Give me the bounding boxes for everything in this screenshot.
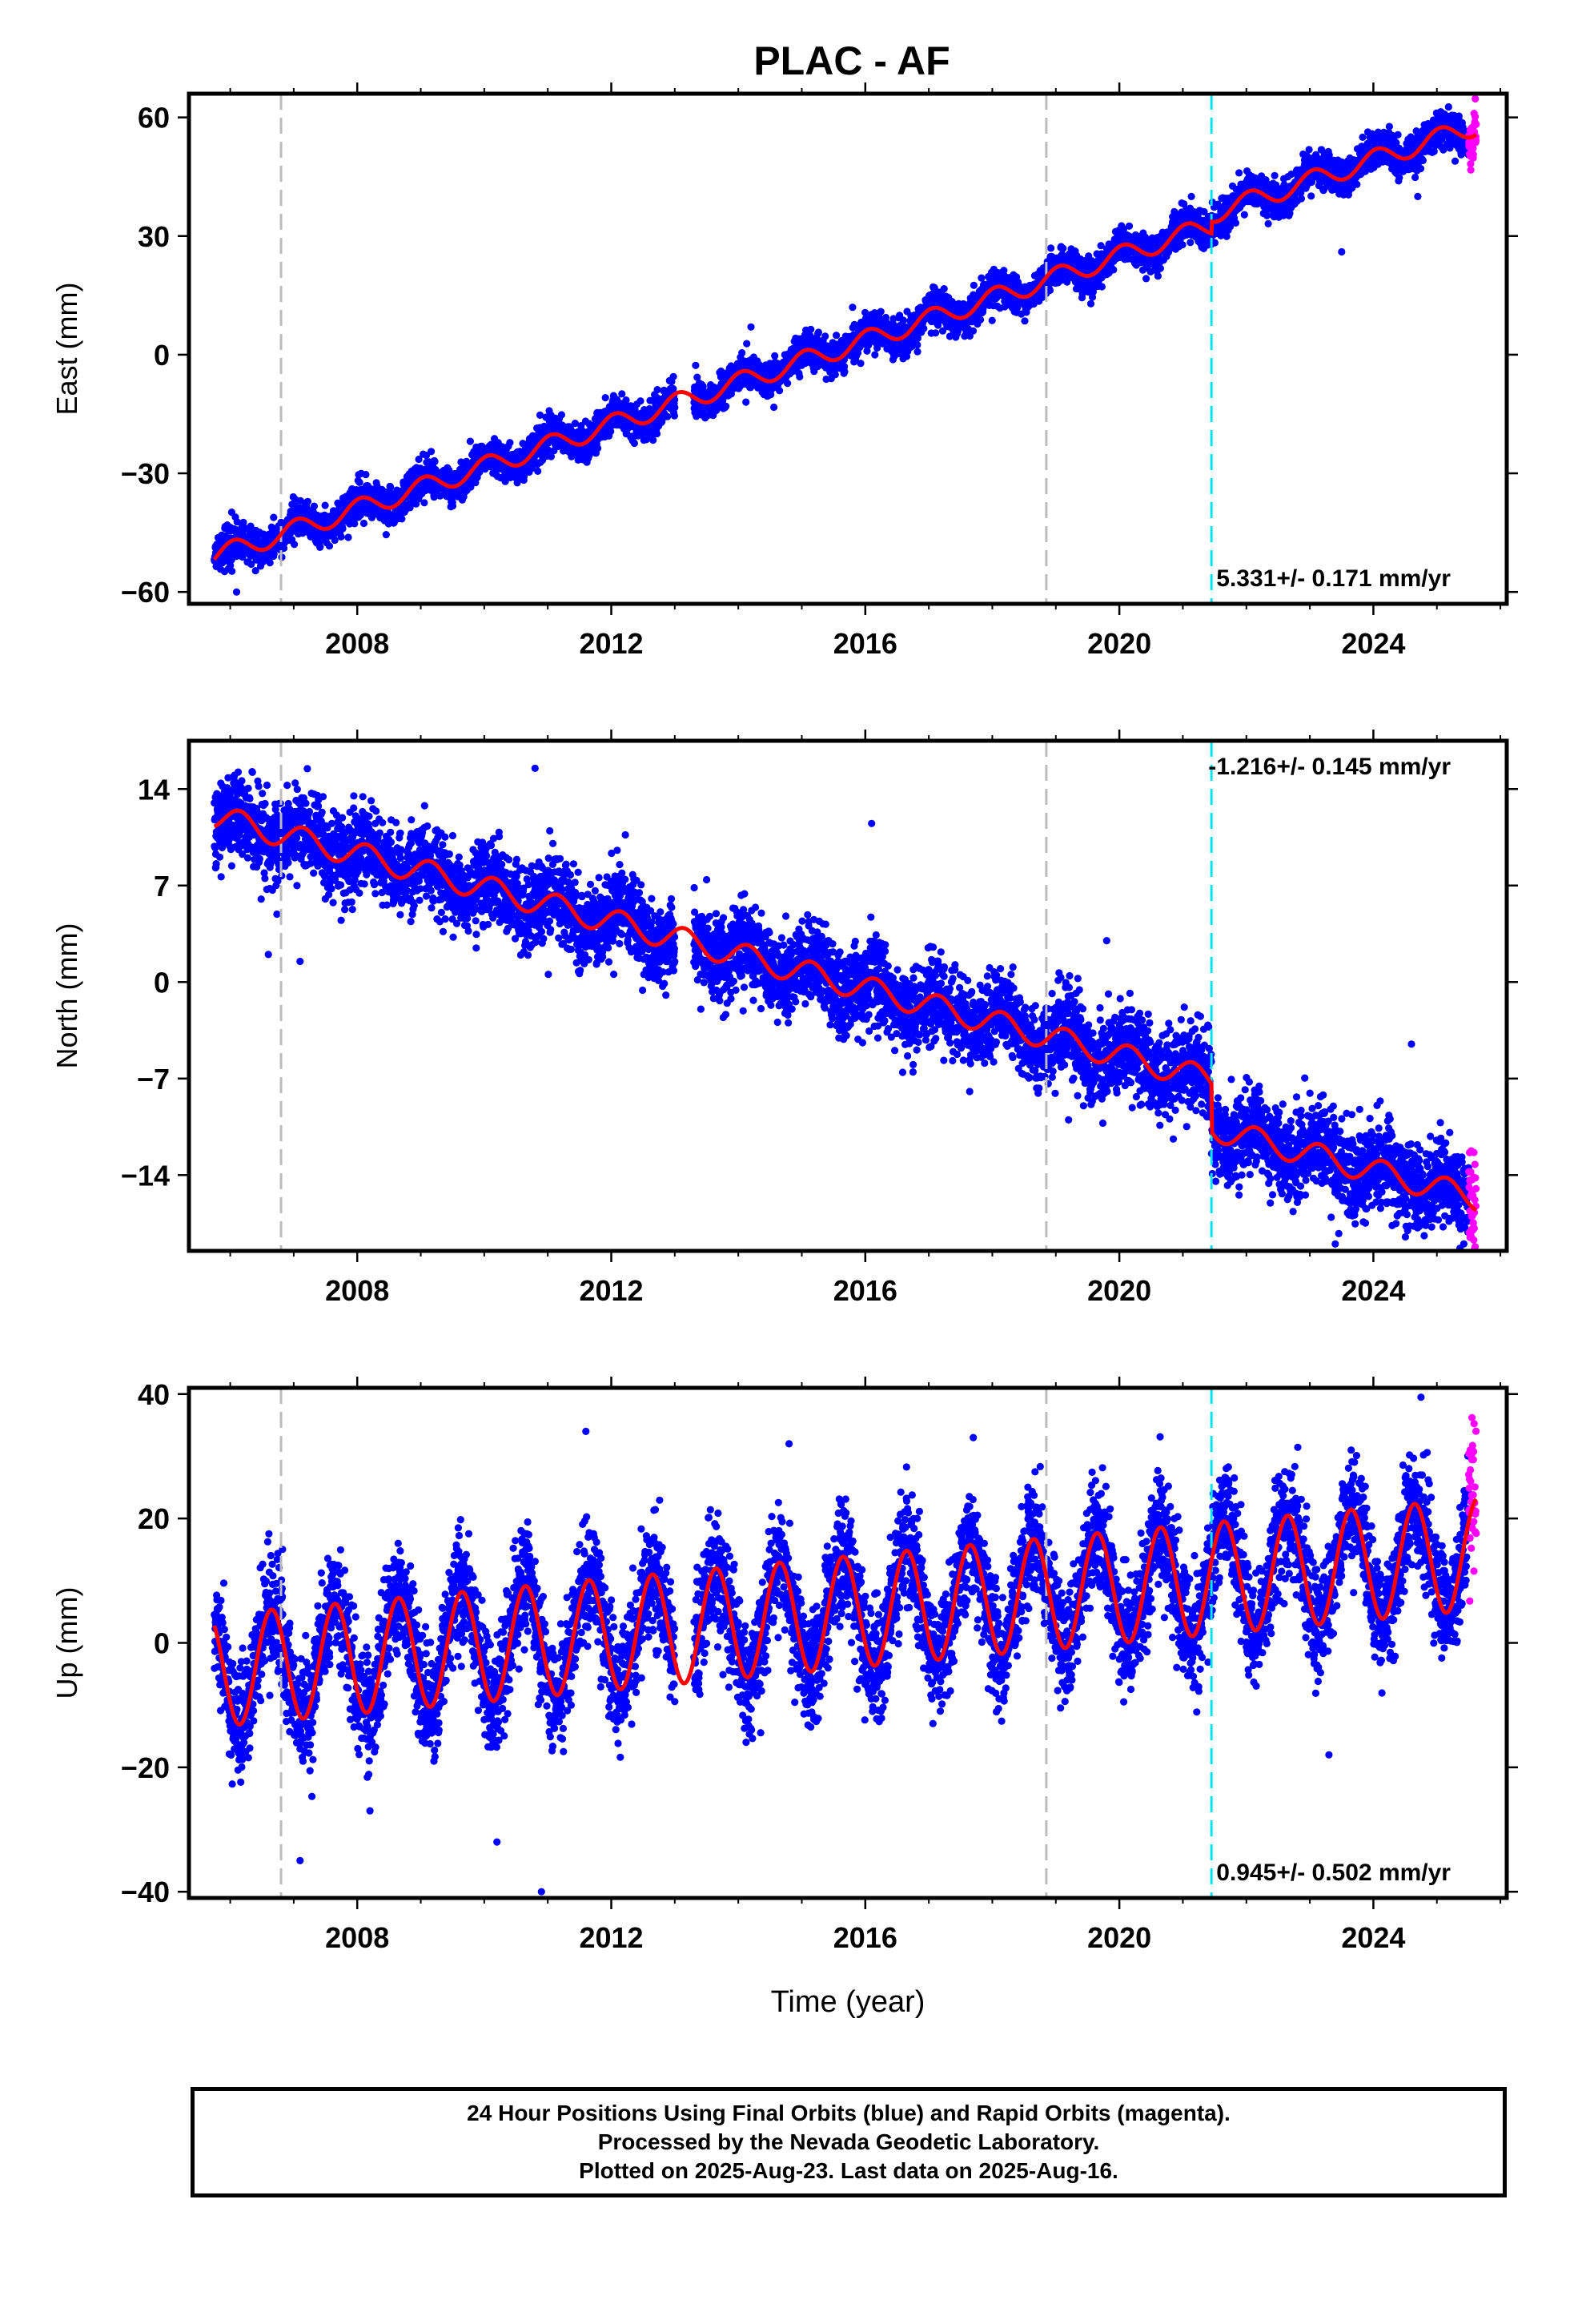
final-point — [233, 518, 241, 526]
data-points — [211, 94, 1480, 596]
final-point — [339, 525, 347, 533]
final-point — [227, 561, 235, 569]
final-point — [415, 455, 423, 464]
final-point — [432, 465, 440, 473]
final-point — [821, 332, 829, 340]
final-point — [1125, 222, 1134, 230]
final-point — [1142, 275, 1150, 283]
final-point — [1156, 264, 1164, 272]
final-point — [359, 519, 368, 528]
final-point — [649, 436, 657, 444]
final-point — [771, 352, 779, 360]
final-point — [436, 492, 444, 500]
final-point — [420, 499, 428, 507]
final-point — [814, 328, 822, 336]
final-point — [321, 501, 329, 509]
final-point — [430, 493, 438, 501]
final-point — [653, 386, 661, 394]
final-point — [506, 439, 514, 447]
final-point — [325, 542, 334, 550]
final-point — [594, 444, 602, 452]
final-point — [428, 448, 436, 456]
final-point — [977, 316, 985, 324]
plot-area — [211, 94, 1480, 604]
final-point — [356, 511, 364, 519]
final-point — [1110, 266, 1118, 274]
final-point — [557, 411, 566, 419]
final-point — [899, 316, 907, 324]
final-point — [833, 332, 841, 340]
final-point — [1086, 300, 1095, 308]
final-point — [831, 371, 839, 379]
final-point — [988, 316, 996, 324]
final-point — [1154, 272, 1162, 280]
final-point — [270, 513, 278, 521]
chart-title: PLAC - AF — [753, 38, 950, 83]
final-point — [1059, 244, 1067, 252]
final-point — [738, 349, 746, 357]
final-point — [344, 533, 352, 541]
final-point — [692, 361, 700, 369]
final-point — [722, 402, 730, 410]
final-point — [228, 567, 236, 575]
final-point — [940, 285, 948, 293]
final-point — [351, 520, 359, 528]
final-point — [636, 397, 644, 405]
final-point — [247, 560, 255, 569]
final-point — [331, 536, 339, 545]
final-point — [913, 341, 921, 349]
final-point — [796, 372, 804, 381]
final-point — [970, 281, 978, 289]
final-point — [784, 380, 792, 388]
final-point — [387, 483, 395, 491]
final-point — [670, 412, 679, 420]
final-point — [398, 515, 406, 523]
final-point — [316, 543, 324, 551]
final-point — [664, 412, 672, 420]
final-point — [291, 541, 299, 549]
final-point — [669, 372, 677, 380]
final-point — [857, 360, 865, 368]
final-point — [871, 351, 879, 359]
final-point — [776, 387, 784, 395]
final-point — [1098, 283, 1106, 291]
final-point — [382, 531, 390, 539]
final-point — [742, 398, 750, 406]
final-point — [807, 325, 815, 333]
final-point — [841, 368, 849, 376]
final-point — [978, 274, 986, 282]
final-point — [362, 471, 370, 479]
final-point — [671, 404, 679, 412]
final-point — [618, 390, 626, 398]
final-point — [534, 467, 542, 476]
final-point — [630, 439, 639, 448]
final-point — [266, 559, 274, 567]
final-point — [1047, 244, 1055, 252]
final-point — [932, 329, 940, 337]
final-point — [310, 502, 318, 510]
final-point — [1021, 317, 1029, 325]
final-point — [652, 430, 661, 438]
final-point — [251, 567, 259, 575]
final-point — [303, 497, 311, 505]
final-point — [355, 478, 363, 487]
final-point — [877, 308, 885, 316]
final-point — [219, 559, 227, 567]
final-point — [913, 348, 921, 356]
final-point — [337, 533, 345, 541]
final-point — [601, 394, 609, 402]
final-point — [770, 403, 778, 412]
final-point — [466, 437, 475, 445]
final-point — [448, 502, 457, 510]
final-point — [622, 396, 630, 404]
final-point — [431, 457, 439, 466]
final-point — [607, 428, 615, 436]
final-point — [969, 327, 978, 335]
final-point — [240, 525, 248, 533]
final-point — [280, 544, 288, 553]
final-point — [743, 340, 751, 348]
